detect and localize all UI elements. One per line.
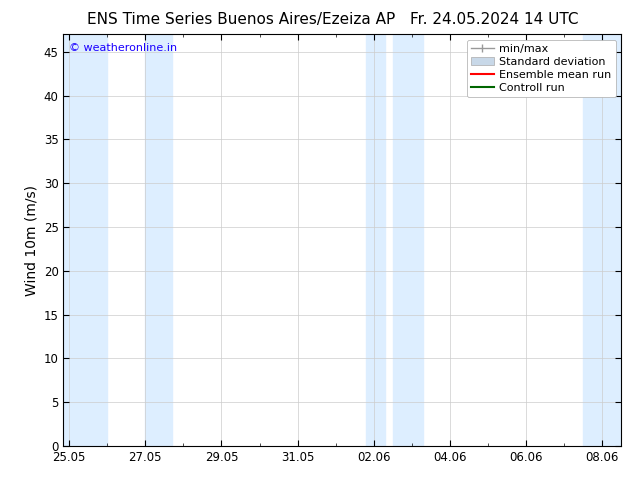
Bar — [583, 34, 621, 446]
Text: ENS Time Series Buenos Aires/Ezeiza AP: ENS Time Series Buenos Aires/Ezeiza AP — [87, 12, 395, 27]
Text: © weatheronline.in: © weatheronline.in — [69, 43, 177, 53]
Legend: min/max, Standard deviation, Ensemble mean run, Controll run: min/max, Standard deviation, Ensemble me… — [467, 40, 616, 97]
Text: Fr. 24.05.2024 14 UTC: Fr. 24.05.2024 14 UTC — [410, 12, 579, 27]
Bar — [366, 34, 385, 446]
Bar — [393, 34, 424, 446]
Y-axis label: Wind 10m (m/s): Wind 10m (m/s) — [24, 185, 38, 295]
Bar — [145, 34, 172, 446]
Bar — [63, 34, 107, 446]
